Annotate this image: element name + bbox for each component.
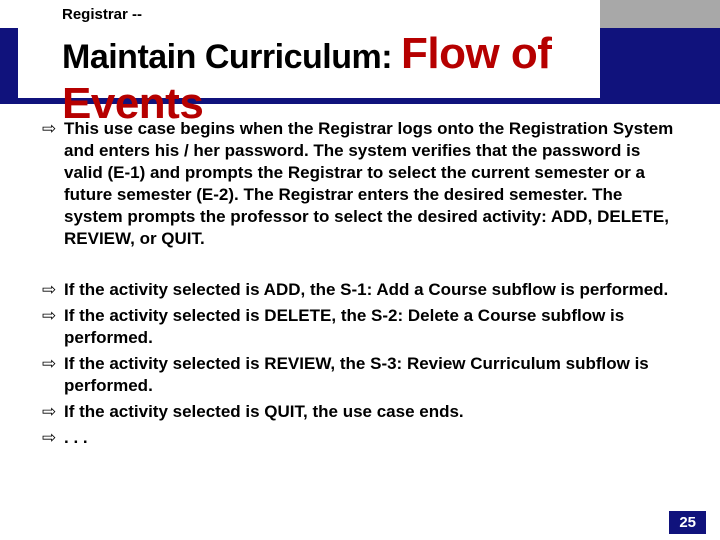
- paragraph-gap: [42, 255, 678, 279]
- title-box: Registrar -- Maintain Curriculum: Flow o…: [18, 0, 600, 98]
- arrow-icon: ⇨: [42, 353, 64, 375]
- arrow-icon: ⇨: [42, 401, 64, 423]
- bullet-item: ⇨ If the activity selected is REVIEW, th…: [42, 353, 678, 397]
- bullet-item: ⇨ This use case begins when the Registra…: [42, 118, 678, 251]
- page-number: 25: [669, 511, 706, 534]
- bullet-item: ⇨ . . .: [42, 427, 678, 449]
- bullet-text: If the activity selected is REVIEW, the …: [64, 353, 678, 397]
- bullet-text: . . .: [64, 427, 88, 449]
- arrow-icon: ⇨: [42, 305, 64, 327]
- bullet-text: If the activity selected is QUIT, the us…: [64, 401, 464, 423]
- arrow-icon: ⇨: [42, 118, 64, 140]
- main-title: Maintain Curriculum: Flow of Events: [62, 29, 600, 129]
- bullet-item: ⇨ If the activity selected is ADD, the S…: [42, 279, 678, 301]
- bullet-text: If the activity selected is ADD, the S-1…: [64, 279, 668, 301]
- bullet-text: If the activity selected is DELETE, the …: [64, 305, 678, 349]
- corner-grey-box: [600, 0, 720, 28]
- arrow-icon: ⇨: [42, 427, 64, 449]
- bullet-item: ⇨ If the activity selected is DELETE, th…: [42, 305, 678, 349]
- header-region: Registrar -- Maintain Curriculum: Flow o…: [0, 0, 720, 104]
- arrow-icon: ⇨: [42, 279, 64, 301]
- bullet-item: ⇨ If the activity selected is QUIT, the …: [42, 401, 678, 423]
- title-part1: Maintain Curriculum:: [62, 38, 401, 76]
- small-label: Registrar --: [62, 6, 600, 23]
- bullet-text: This use case begins when the Registrar …: [64, 118, 678, 251]
- content-area: ⇨ This use case begins when the Registra…: [0, 104, 720, 449]
